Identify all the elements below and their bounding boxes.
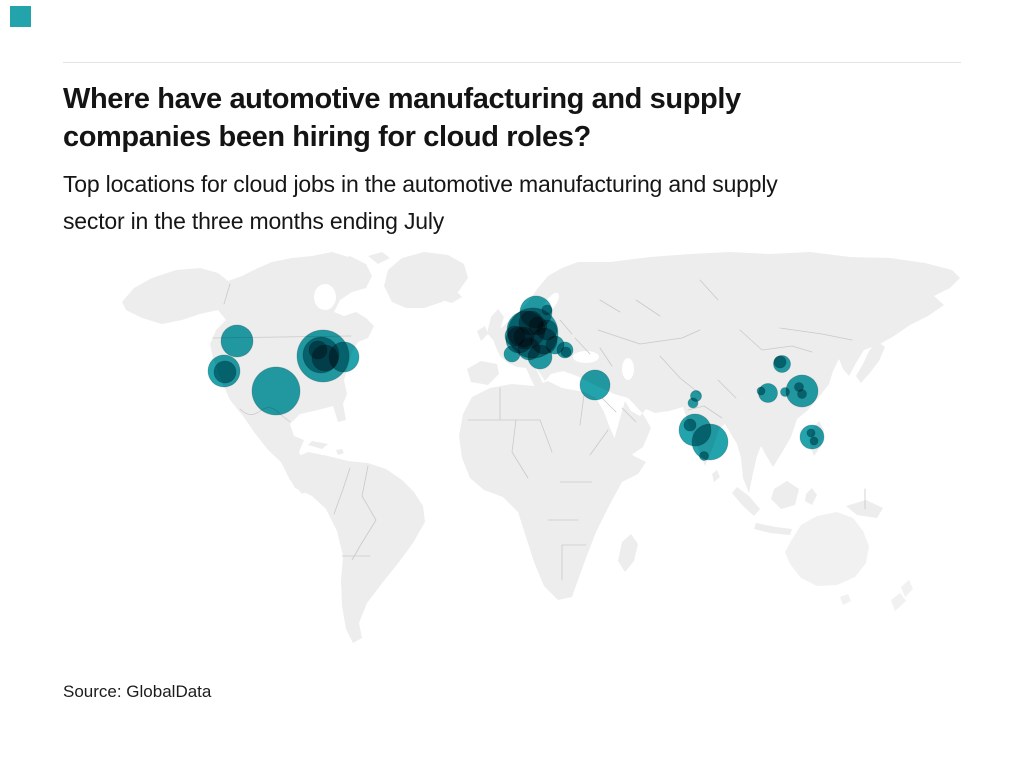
land-iberia [467,361,499,385]
header-divider [63,62,961,63]
hiring-bubble-south-asia [691,423,729,461]
land-north-america [122,252,374,494]
hiring-bubble-east-asia [773,355,787,369]
land-caribbean [308,441,344,455]
source-note: Source: GlobalData [63,682,212,701]
hiring-bubble-mediterranean-middle-east [579,369,611,401]
sea-black [573,351,599,363]
land-madagascar [618,534,638,572]
land-iceland [442,291,462,303]
hiring-bubble-east-asia [806,428,816,438]
hiring-bubble-east-asia [797,389,807,399]
land-new-zealand [891,580,913,611]
hiring-bubble-east-asia [809,436,819,446]
land-arctic-islands [336,252,390,280]
land-uk [487,309,504,340]
sea-caspian [622,358,634,380]
hiring-bubble-south-asia [683,418,697,432]
hiring-bubble-north-america-west [213,360,237,384]
land-japan [856,341,885,383]
sea-hudson-bay [314,284,336,310]
hiring-bubble-south-asia [699,451,709,461]
chart-title-line-1: Where have automotive manufacturing and … [63,83,741,115]
bubble-layer [207,295,825,461]
map-landmasses [122,252,960,643]
hiring-bubble-north-america-west [220,324,254,358]
land-sulawesi [805,488,817,505]
land-eurasia [492,252,960,493]
chart-title-line-2: companies been hiring for cloud roles? [63,121,591,153]
land-borneo [771,481,799,509]
land-south-america [286,452,425,643]
land-australia [785,512,869,586]
chart-subtitle-line-1: Top locations for cloud jobs in the auto… [63,171,778,197]
hiring-bubble-europe [517,337,541,361]
hiring-bubble-europe [503,345,521,363]
chart-subtitle-line-2: sector in the three months ending July [63,208,445,234]
land-java [754,523,792,535]
land-new-guinea [846,500,883,518]
hiring-bubble-north-america-west [251,366,301,416]
hiring-bubble-mediterranean-middle-east [687,397,699,409]
land-sri-lanka [712,470,720,482]
hiring-bubble-east-asia [756,386,766,396]
brand-square-logo [10,6,31,27]
land-sakhalin [880,308,890,330]
land-africa [459,381,646,600]
hiring-bubble-north-america-east [328,341,360,373]
land-sumatra [732,487,760,516]
chart-title: Where have automotive manufacturing and … [63,80,943,156]
hiring-bubble-north-america-east [308,340,328,360]
land-tasmania [840,594,851,605]
hiring-bubble-europe [560,346,572,358]
land-ireland [477,326,488,341]
chart-subtitle: Top locations for cloud jobs in the auto… [63,166,943,240]
